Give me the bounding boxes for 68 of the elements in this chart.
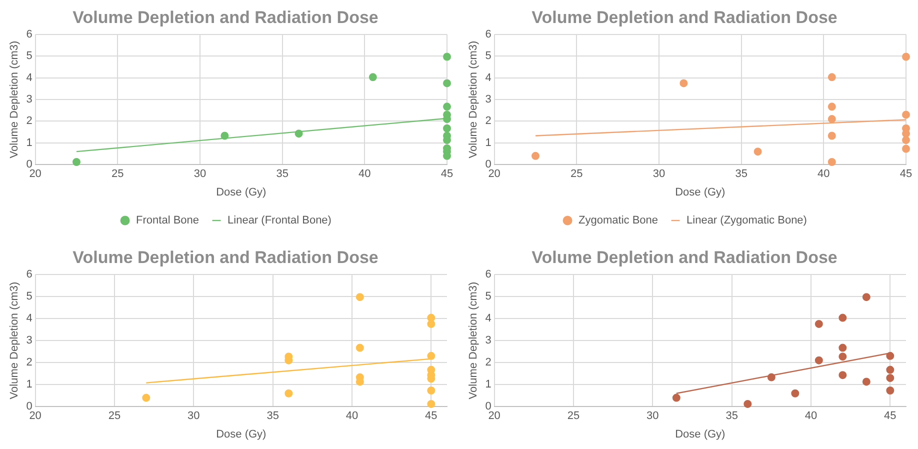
legend-label: Linear (Zygomatic Bone)	[686, 214, 807, 227]
y-tick-label: 3	[485, 94, 492, 106]
y-tick-label: 4	[26, 312, 32, 324]
y-tick-label: 0	[485, 158, 492, 171]
y-tick-label: 0	[485, 400, 492, 413]
x-axis-title: Dose (Gy)	[675, 428, 726, 440]
x-tick-label: 30	[188, 410, 200, 422]
x-tick-label: 25	[567, 410, 580, 422]
y-tick-label: 6	[26, 268, 32, 280]
x-tick-label: 20	[29, 410, 42, 422]
x-axis-title: Dose (Gy)	[675, 186, 726, 198]
y-tick-label: 5	[26, 50, 32, 62]
y-tick-label: 0	[26, 158, 32, 171]
x-tick-label: 20	[488, 168, 500, 180]
y-tick-label: 1	[485, 136, 492, 149]
x-tick-label: 40	[346, 410, 358, 422]
y-axis-title: Volume Depletion (cm3)	[8, 40, 21, 158]
y-axis-title: Volume Depletion (cm3)	[8, 282, 21, 400]
y-tick-label: 3	[485, 334, 492, 347]
y-tick-label: 5	[485, 290, 492, 302]
x-tick-label: 40	[358, 168, 371, 180]
y-tick-label: 2	[26, 115, 32, 128]
x-tick-label: 25	[108, 410, 121, 422]
x-tick-label: 45	[884, 410, 896, 422]
y-tick-label: 5	[485, 50, 492, 62]
y-tick-label: 1	[26, 378, 32, 391]
x-tick-label: 25	[570, 168, 583, 180]
y-tick-label: 4	[485, 72, 492, 84]
y-tick-label: 4	[485, 312, 492, 324]
x-tick-label: 25	[112, 168, 124, 180]
x-tick-label: 20	[488, 410, 500, 422]
y-tick-label: 6	[26, 28, 32, 40]
x-tick-label: 35	[276, 168, 288, 180]
x-tick-label: 30	[646, 410, 659, 422]
chart-title: Volume Depletion and Radiation Dose	[72, 8, 378, 27]
y-tick-label: 2	[485, 356, 492, 369]
legend-label: Zygomatic Bone	[578, 214, 658, 227]
legend-label: Linear (Frontal Bone)	[228, 214, 332, 227]
y-tick-label: 5	[26, 290, 32, 302]
y-tick-label: 3	[26, 94, 32, 106]
y-tick-label: 2	[26, 356, 32, 369]
x-axis-title: Dose (Gy)	[216, 428, 266, 440]
x-tick-label: 40	[804, 410, 818, 422]
y-tick-label: 4	[26, 72, 32, 84]
x-tick-label: 35	[266, 410, 279, 422]
x-tick-label: 20	[29, 168, 42, 180]
x-axis-title: Dose (Gy)	[216, 186, 266, 198]
x-tick-label: 35	[726, 410, 738, 422]
chart-title: Volume Depletion and Radiation Dose	[72, 248, 378, 267]
y-tick-label: 1	[485, 378, 492, 391]
y-axis-title: Volume Depletion (cm3)	[468, 282, 480, 400]
x-tick-label: 30	[652, 168, 666, 180]
x-tick-label: 45	[440, 168, 454, 180]
y-tick-label: 0	[26, 400, 32, 413]
legend-label: Frontal Bone	[136, 214, 200, 227]
y-tick-label: 6	[485, 28, 492, 40]
y-tick-label: 6	[485, 268, 492, 280]
y-tick-label: 3	[26, 334, 32, 347]
chart-title: Volume Depletion and Radiation Dose	[532, 248, 838, 267]
y-axis-title: Volume Depletion (cm3)	[468, 40, 480, 158]
chart-title: Volume Depletion and Radiation Dose	[532, 8, 838, 27]
x-tick-label: 35	[735, 168, 748, 180]
y-tick-label: 1	[26, 136, 32, 149]
y-tick-label: 2	[485, 115, 492, 128]
x-tick-label: 30	[194, 168, 206, 180]
x-tick-label: 40	[818, 168, 830, 180]
x-tick-label: 45	[425, 410, 438, 422]
x-tick-label: 45	[900, 168, 912, 180]
